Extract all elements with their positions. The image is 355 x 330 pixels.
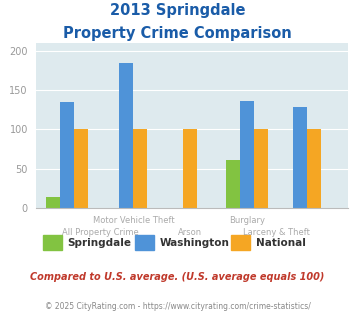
- Text: Springdale: Springdale: [67, 238, 131, 248]
- Bar: [46, 197, 60, 208]
- Text: All Property Crime: All Property Crime: [62, 228, 138, 237]
- Bar: [183, 129, 197, 208]
- Text: Property Crime Comparison: Property Crime Comparison: [63, 26, 292, 41]
- Bar: [254, 129, 268, 208]
- Text: Compared to U.S. average. (U.S. average equals 100): Compared to U.S. average. (U.S. average …: [30, 272, 325, 282]
- Bar: [119, 63, 133, 208]
- Bar: [226, 160, 240, 208]
- Text: Motor Vehicle Theft: Motor Vehicle Theft: [93, 216, 174, 225]
- Bar: [307, 129, 321, 208]
- Bar: [74, 129, 88, 208]
- Text: Burglary: Burglary: [229, 216, 265, 225]
- Text: Washington: Washington: [160, 238, 230, 248]
- Text: © 2025 CityRating.com - https://www.cityrating.com/crime-statistics/: © 2025 CityRating.com - https://www.city…: [45, 302, 310, 311]
- Text: National: National: [256, 238, 305, 248]
- Bar: [133, 129, 147, 208]
- Bar: [240, 101, 254, 208]
- Text: Arson: Arson: [178, 228, 202, 237]
- Text: Larceny & Theft: Larceny & Theft: [244, 228, 310, 237]
- Text: 2013 Springdale: 2013 Springdale: [110, 3, 245, 18]
- Bar: [60, 102, 74, 208]
- Bar: [293, 107, 307, 208]
